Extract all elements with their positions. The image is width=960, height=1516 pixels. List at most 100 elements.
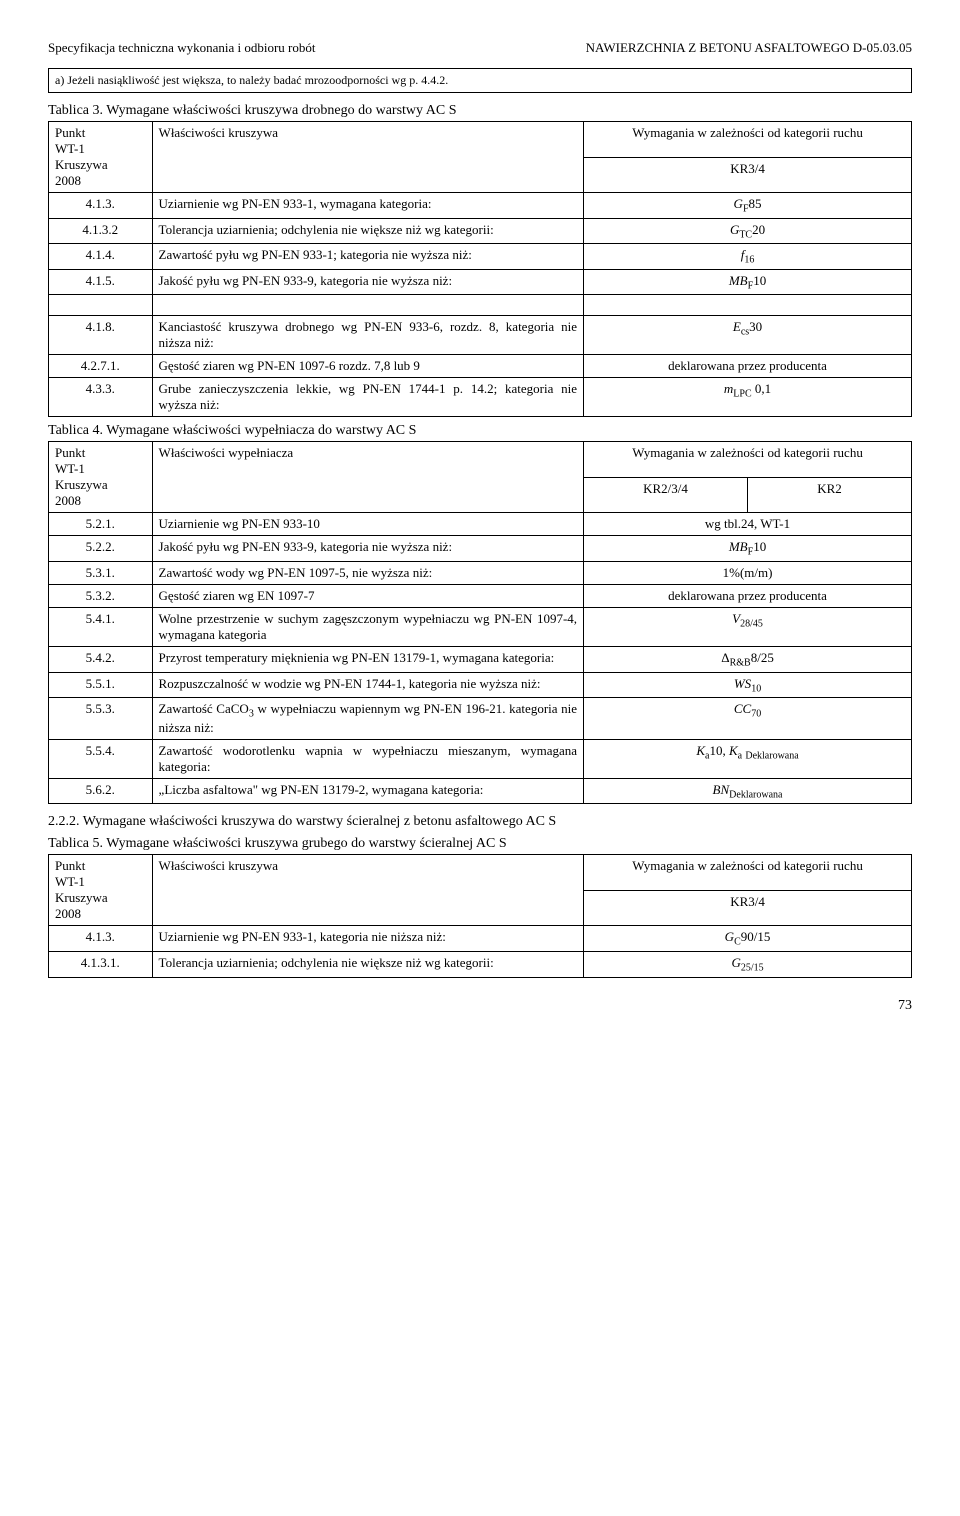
header-left: Specyfikacja techniczna wykonania i odbi…: [48, 40, 316, 56]
row-prop: „Liczba asfaltowa" wg PN-EN 13179-2, wym…: [152, 778, 584, 804]
row-prop: Przyrost temperatury mięknienia wg PN-EN…: [152, 646, 584, 672]
table-row: 4.1.3.2Tolerancja uziarnienia; odchyleni…: [49, 218, 912, 244]
table3: Punkt WT-1 Kruszywa 2008 Właściwości kru…: [48, 121, 912, 417]
row-num: 5.4.2.: [49, 646, 153, 672]
row-num: 4.1.3.: [49, 193, 153, 219]
row-prop: Zawartość pyłu wg PN-EN 933-1; kategoria…: [152, 244, 584, 270]
table5: Punkt WT-1 Kruszywa 2008 Właściwości kru…: [48, 854, 912, 977]
row-prop: Kanciastość kruszywa drobnego wg PN-EN 9…: [152, 316, 584, 355]
row-prop: Uziarnienie wg PN-EN 933-1, wymagana kat…: [152, 193, 584, 219]
t3-h-prop: Właściwości kruszywa: [152, 122, 584, 193]
row-num: 5.5.3.: [49, 698, 153, 740]
row-prop: Zawartość CaCO3 w wypełniaczu wapiennym …: [152, 698, 584, 740]
page-header: Specyfikacja techniczna wykonania i odbi…: [48, 40, 912, 56]
table-row: 5.5.4.Zawartość wodorotlenku wapnia w wy…: [49, 739, 912, 778]
table-row: 4.1.5.Jakość pyłu wg PN-EN 933-9, katego…: [49, 269, 912, 295]
row-val: GTC20: [584, 218, 912, 244]
row-val: BNDeklarowana: [584, 778, 912, 804]
page-number: 73: [48, 998, 912, 1014]
row-num: 4.3.3.: [49, 378, 153, 417]
row-prop: Jakość pyłu wg PN-EN 933-9, kategoria ni…: [152, 536, 584, 562]
table3-caption: Tablica 3. Wymagane właściwości kruszywa…: [48, 103, 912, 119]
row-val: CC70: [584, 698, 912, 740]
row-num: 5.5.1.: [49, 672, 153, 698]
row-val: GC90/15: [584, 926, 912, 952]
row-prop: Tolerancja uziarnienia; odchylenia nie w…: [152, 218, 584, 244]
row-prop: Zawartość wody wg PN-EN 1097-5, nie wyżs…: [152, 561, 584, 584]
t5-h-prop: Właściwości kruszywa: [152, 855, 584, 926]
row-prop: Uziarnienie wg PN-EN 933-10: [152, 513, 584, 536]
table-row: 4.1.3.Uziarnienie wg PN-EN 933-1, katego…: [49, 926, 912, 952]
row-num: 5.6.2.: [49, 778, 153, 804]
row-num: 5.4.1.: [49, 607, 153, 646]
row-val: deklarowana przez producenta: [584, 584, 912, 607]
row-num: 4.1.5.: [49, 269, 153, 295]
row-val: WS10: [584, 672, 912, 698]
row-prop: Tolerancja uziarnienia; odchylenia nie w…: [152, 951, 584, 977]
t4-h-prop: Właściwości wypełniacza: [152, 442, 584, 513]
table-row: 5.4.1.Wolne przestrzenie w suchym zagęsz…: [49, 607, 912, 646]
t4-h-punkt: Punkt WT-1 Kruszywa 2008: [49, 442, 153, 513]
t5-h-req2: KR3/4: [584, 890, 912, 926]
table-row: 4.3.3.Grube zanieczyszczenia lekkie, wg …: [49, 378, 912, 417]
row-prop: Gęstość ziaren wg EN 1097-7: [152, 584, 584, 607]
table-row: 5.5.3.Zawartość CaCO3 w wypełniaczu wapi…: [49, 698, 912, 740]
row-val: V28/45: [584, 607, 912, 646]
row-num: 5.3.1.: [49, 561, 153, 584]
table-row: 5.6.2.„Liczba asfaltowa" wg PN-EN 13179-…: [49, 778, 912, 804]
t4-h-req1: Wymagania w zależności od kategorii ruch…: [584, 442, 912, 478]
t4-sub-right: KR2: [748, 477, 912, 513]
table-row: 4.1.4.Zawartość pyłu wg PN-EN 933-1; kat…: [49, 244, 912, 270]
row-val: 1%(m/m): [584, 561, 912, 584]
table-row: 5.5.1.Rozpuszczalność w wodzie wg PN-EN …: [49, 672, 912, 698]
row-prop: Grube zanieczyszczenia lekkie, wg PN-EN …: [152, 378, 584, 417]
table4: Punkt WT-1 Kruszywa 2008 Właściwości wyp…: [48, 441, 912, 804]
row-val: mLPC 0,1: [584, 378, 912, 417]
t3-h-punkt: Punkt WT-1 Kruszywa 2008: [49, 122, 153, 193]
row-prop: Wolne przestrzenie w suchym zagęszczonym…: [152, 607, 584, 646]
row-num: 4.1.8.: [49, 316, 153, 355]
row-num: 5.3.2.: [49, 584, 153, 607]
table-row: 4.1.3.1.Tolerancja uziarnienia; odchylen…: [49, 951, 912, 977]
table-row: 4.1.3.Uziarnienie wg PN-EN 933-1, wymaga…: [49, 193, 912, 219]
row-val: GF85: [584, 193, 912, 219]
row-val: Ka10, Ka Deklarowana: [584, 739, 912, 778]
row-prop: Uziarnienie wg PN-EN 933-1, kategoria ni…: [152, 926, 584, 952]
row-num: 4.1.3.: [49, 926, 153, 952]
table-row: 5.4.2.Przyrost temperatury mięknienia wg…: [49, 646, 912, 672]
note-box: a) Jeżeli nasiąkliwość jest większa, to …: [48, 68, 912, 93]
row-num: 4.1.3.1.: [49, 951, 153, 977]
table4-caption: Tablica 4. Wymagane właściwości wypełnia…: [48, 423, 912, 439]
header-right: NAWIERZCHNIA Z BETONU ASFALTOWEGO D-05.0…: [586, 40, 912, 56]
t5-h-punkt: Punkt WT-1 Kruszywa 2008: [49, 855, 153, 926]
table-row: 5.3.2.Gęstość ziaren wg EN 1097-7deklaro…: [49, 584, 912, 607]
table-row: 4.2.7.1.Gęstość ziaren wg PN-EN 1097-6 r…: [49, 355, 912, 378]
table-row: 4.1.8.Kanciastość kruszywa drobnego wg P…: [49, 316, 912, 355]
table-row: 5.2.1.Uziarnienie wg PN-EN 933-10wg tbl.…: [49, 513, 912, 536]
t3-h-req2: KR3/4: [584, 157, 912, 193]
row-num: 5.2.1.: [49, 513, 153, 536]
t3-h-req1: Wymagania w zależności od kategorii ruch…: [584, 122, 912, 158]
table5-caption: Tablica 5. Wymagane właściwości kruszywa…: [48, 836, 912, 852]
row-val: Ecs30: [584, 316, 912, 355]
row-num: 5.2.2.: [49, 536, 153, 562]
section-2-2-2: 2.2.2. Wymagane właściwości kruszywa do …: [48, 814, 912, 830]
row-val: MBF10: [584, 269, 912, 295]
row-num: 4.1.4.: [49, 244, 153, 270]
t5-h-req1: Wymagania w zależności od kategorii ruch…: [584, 855, 912, 891]
row-num: 5.5.4.: [49, 739, 153, 778]
row-val: G25/15: [584, 951, 912, 977]
row-val: deklarowana przez producenta: [584, 355, 912, 378]
row-num: 4.1.3.2: [49, 218, 153, 244]
row-prop: Gęstość ziaren wg PN-EN 1097-6 rozdz. 7,…: [152, 355, 584, 378]
row-val: f16: [584, 244, 912, 270]
row-val: MBF10: [584, 536, 912, 562]
t4-sub-left: KR2/3/4: [584, 477, 748, 513]
table-row: 5.3.1.Zawartość wody wg PN-EN 1097-5, ni…: [49, 561, 912, 584]
table-row: 5.2.2.Jakość pyłu wg PN-EN 933-9, katego…: [49, 536, 912, 562]
row-prop: Jakość pyłu wg PN-EN 933-9, kategoria ni…: [152, 269, 584, 295]
row-prop: Zawartość wodorotlenku wapnia w wypełnia…: [152, 739, 584, 778]
row-val: wg tbl.24, WT-1: [584, 513, 912, 536]
row-prop: Rozpuszczalność w wodzie wg PN-EN 1744-1…: [152, 672, 584, 698]
row-num: 4.2.7.1.: [49, 355, 153, 378]
